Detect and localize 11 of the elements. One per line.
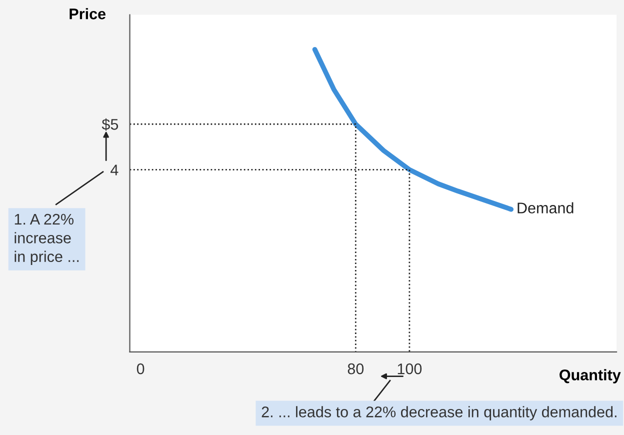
x-tick-label: 80 xyxy=(348,363,364,374)
series-label: Demand xyxy=(518,202,574,214)
y-tick-label: 4 xyxy=(110,164,118,176)
x-axis-title: Quantity xyxy=(560,369,621,384)
line-series xyxy=(312,46,514,212)
text: 2. ... leads to a 22% decrease in quantity demanded. xyxy=(262,406,616,420)
y-axis-title: Price xyxy=(70,8,106,20)
x-tick-label: 0 xyxy=(136,363,144,374)
x-tick-label: 100 xyxy=(398,363,422,374)
y-tick-label: $5 xyxy=(102,118,118,131)
text: 1. A 22% increase in price ... xyxy=(14,214,79,266)
